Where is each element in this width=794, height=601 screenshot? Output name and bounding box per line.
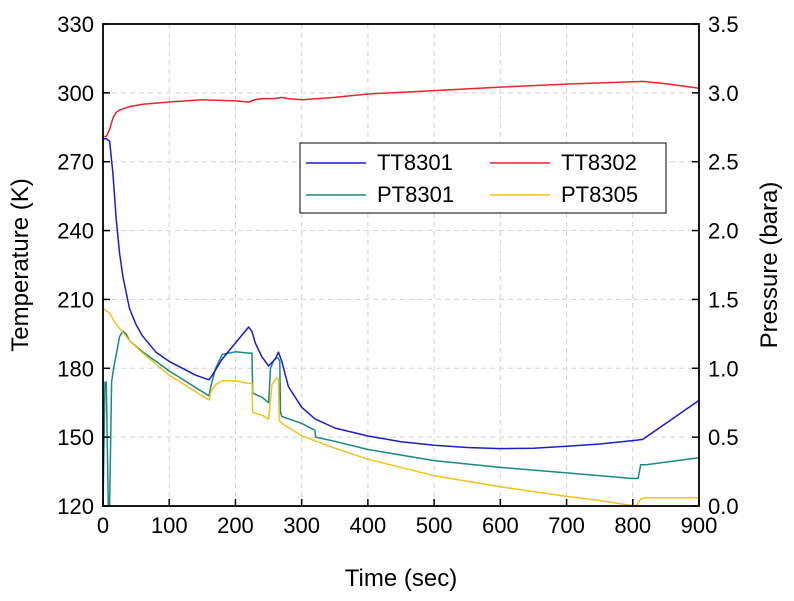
x-tick-label: 400 bbox=[350, 513, 387, 538]
y-left-tick-label: 270 bbox=[57, 150, 94, 175]
y-left-tick-label: 210 bbox=[57, 287, 94, 312]
y-right-tick-label: 3.5 bbox=[708, 12, 739, 37]
y-right-tick-label: 1.5 bbox=[708, 287, 739, 312]
x-tick-label: 500 bbox=[416, 513, 453, 538]
x-tick-label: 600 bbox=[482, 513, 519, 538]
x-tick-label: 100 bbox=[151, 513, 188, 538]
plot-frame bbox=[102, 23, 700, 507]
y-left-tick-label: 300 bbox=[57, 81, 94, 106]
legend-box bbox=[299, 142, 667, 214]
legend: TT8301 TT8302 PT8301 PT8305 bbox=[299, 142, 667, 214]
x-tick-label: 900 bbox=[681, 513, 718, 538]
y-left-tick-label: 120 bbox=[57, 494, 94, 519]
y-right-tick-label: 0.0 bbox=[708, 494, 739, 519]
x-tick-label: 800 bbox=[614, 513, 651, 538]
x-tick-label: 200 bbox=[217, 513, 254, 538]
y-right-tick-label: 1.0 bbox=[708, 356, 739, 381]
x-tick-label: 700 bbox=[548, 513, 585, 538]
tick-labels: 0 100 200 300 400 500 600 700 800 900 120 150 180 210… bbox=[57, 12, 738, 538]
series-line-tt8301 bbox=[103, 138, 700, 450]
x-axis-title: Time (sec) bbox=[345, 565, 457, 592]
ticks bbox=[102, 23, 700, 507]
series-line-pt8301 bbox=[102, 330, 700, 507]
grid-lines bbox=[103, 24, 699, 506]
legend-label-pt8305: PT8305 bbox=[561, 182, 638, 207]
y-axis-right-title: Pressure (bara) bbox=[756, 182, 783, 349]
y-right-tick-label: 0.5 bbox=[708, 425, 739, 450]
series-line-pt8305 bbox=[103, 308, 699, 507]
y-left-tick-label: 330 bbox=[57, 12, 94, 37]
y-right-tick-label: 2.0 bbox=[708, 219, 739, 244]
y-right-tick-label: 3.0 bbox=[708, 81, 739, 106]
legend-label-pt8301: PT8301 bbox=[377, 182, 454, 207]
y-left-tick-label: 150 bbox=[57, 425, 94, 450]
series-line-tt8302 bbox=[103, 80, 700, 138]
series-layer bbox=[102, 80, 700, 507]
x-tick-label: 0 bbox=[97, 513, 109, 538]
legend-label-tt8302: TT8302 bbox=[561, 150, 637, 175]
y-left-tick-label: 240 bbox=[57, 219, 94, 244]
y-left-tick-label: 180 bbox=[57, 356, 94, 381]
legend-label-tt8301: TT8301 bbox=[377, 150, 453, 175]
y-axis-left-title: Temperature (K) bbox=[7, 178, 34, 351]
y-right-tick-label: 2.5 bbox=[708, 150, 739, 175]
x-tick-label: 300 bbox=[283, 513, 320, 538]
